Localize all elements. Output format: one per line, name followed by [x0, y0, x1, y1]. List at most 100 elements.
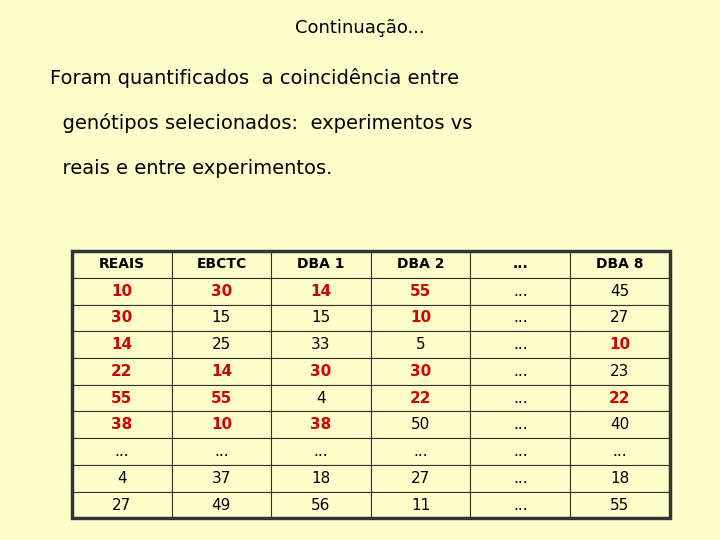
Bar — [570, 278, 670, 305]
Text: 33: 33 — [311, 337, 330, 352]
Bar — [371, 384, 470, 411]
Text: 56: 56 — [311, 497, 330, 512]
Text: 10: 10 — [111, 284, 132, 299]
Text: 4: 4 — [316, 390, 326, 406]
Bar — [171, 465, 271, 491]
Bar — [570, 384, 670, 411]
Bar — [271, 358, 371, 384]
Bar — [371, 278, 470, 305]
Text: 25: 25 — [212, 337, 231, 352]
Bar — [72, 465, 171, 491]
Text: 50: 50 — [411, 417, 431, 433]
Text: ...: ... — [513, 310, 528, 326]
Text: REAIS: REAIS — [99, 258, 145, 272]
Text: 14: 14 — [111, 337, 132, 352]
Bar — [271, 411, 371, 438]
Bar — [371, 438, 470, 465]
Bar — [371, 305, 470, 331]
Text: 30: 30 — [211, 284, 232, 299]
Text: reais e entre experimentos.: reais e entre experimentos. — [50, 159, 333, 178]
Text: Foram quantificados  a coincidência entre: Foram quantificados a coincidência entre — [50, 68, 459, 87]
Text: 18: 18 — [311, 471, 330, 486]
Text: DBA 8: DBA 8 — [596, 258, 644, 272]
Bar — [271, 465, 371, 491]
Text: 14: 14 — [310, 284, 332, 299]
Text: 49: 49 — [212, 497, 231, 512]
Bar — [470, 251, 570, 278]
Text: DBA 1: DBA 1 — [297, 258, 345, 272]
Bar — [72, 358, 171, 384]
Bar — [271, 331, 371, 358]
Bar — [271, 278, 371, 305]
Text: 10: 10 — [410, 310, 431, 326]
Text: ...: ... — [114, 444, 129, 459]
Text: ...: ... — [513, 364, 528, 379]
Bar — [271, 305, 371, 331]
Text: ...: ... — [513, 284, 528, 299]
Bar — [72, 305, 171, 331]
Text: 22: 22 — [111, 364, 132, 379]
Bar — [72, 251, 670, 518]
Bar — [570, 251, 670, 278]
Bar — [371, 465, 470, 491]
Bar — [171, 491, 271, 518]
Text: 5: 5 — [415, 337, 426, 352]
Text: Continuação...: Continuação... — [295, 19, 425, 37]
Bar — [271, 251, 371, 278]
Text: 15: 15 — [212, 310, 231, 326]
Text: 40: 40 — [610, 417, 629, 433]
Bar — [570, 411, 670, 438]
Bar — [470, 384, 570, 411]
Text: 14: 14 — [211, 364, 232, 379]
Bar — [171, 305, 271, 331]
Text: 55: 55 — [211, 390, 232, 406]
Text: 30: 30 — [310, 364, 332, 379]
Bar — [72, 491, 171, 518]
Bar — [171, 438, 271, 465]
Text: 30: 30 — [410, 364, 431, 379]
Bar — [470, 358, 570, 384]
Bar — [171, 331, 271, 358]
Text: ...: ... — [513, 337, 528, 352]
Bar — [570, 438, 670, 465]
Text: ...: ... — [513, 471, 528, 486]
Bar — [570, 465, 670, 491]
Bar — [470, 491, 570, 518]
Bar — [570, 305, 670, 331]
Text: ...: ... — [513, 444, 528, 459]
Text: 55: 55 — [410, 284, 431, 299]
Text: 23: 23 — [610, 364, 629, 379]
Bar — [271, 384, 371, 411]
Text: 18: 18 — [610, 471, 629, 486]
Bar — [72, 278, 171, 305]
Bar — [371, 331, 470, 358]
Text: 22: 22 — [609, 390, 631, 406]
Text: 22: 22 — [410, 390, 431, 406]
Bar — [570, 331, 670, 358]
Text: ...: ... — [613, 444, 627, 459]
Bar — [72, 251, 171, 278]
Text: 10: 10 — [609, 337, 631, 352]
Bar — [371, 251, 470, 278]
Text: 55: 55 — [111, 390, 132, 406]
Bar — [171, 411, 271, 438]
Text: ...: ... — [314, 444, 328, 459]
Text: 45: 45 — [610, 284, 629, 299]
Text: ...: ... — [413, 444, 428, 459]
Bar — [171, 251, 271, 278]
Bar — [570, 491, 670, 518]
Bar — [470, 331, 570, 358]
Text: 10: 10 — [211, 417, 232, 433]
Text: ...: ... — [214, 444, 229, 459]
Text: 37: 37 — [212, 471, 231, 486]
Text: ...: ... — [513, 417, 528, 433]
Text: 30: 30 — [111, 310, 132, 326]
Text: ...: ... — [513, 390, 528, 406]
Text: EBCTC: EBCTC — [197, 258, 246, 272]
Text: ...: ... — [513, 497, 528, 512]
Bar — [371, 411, 470, 438]
Text: 55: 55 — [610, 497, 629, 512]
Bar — [570, 358, 670, 384]
Bar — [371, 491, 470, 518]
Bar — [171, 358, 271, 384]
